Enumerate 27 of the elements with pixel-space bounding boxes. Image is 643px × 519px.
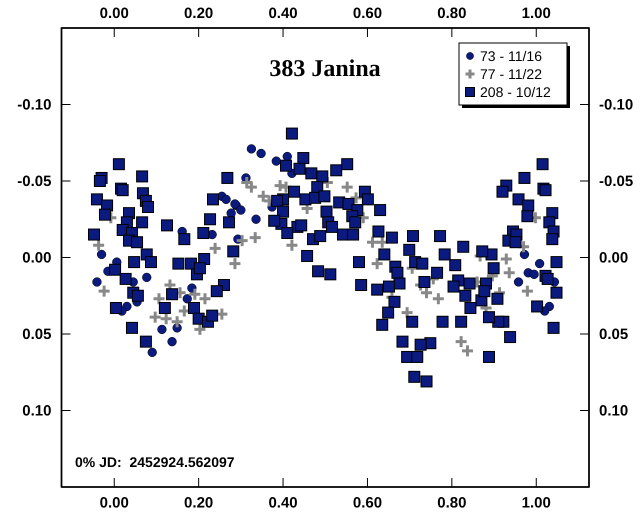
legend-label: 73 - 11/16 [480, 48, 542, 64]
x2-tick-label: 0.20 [184, 494, 214, 512]
x-tick-label: 0.80 [437, 5, 466, 22]
y2-tick-label: -0.10 [599, 96, 634, 114]
y-tick-label: 0.10 [22, 402, 52, 420]
y-tick-label: 0.00 [22, 249, 52, 266]
x-tick-label: 0.60 [352, 5, 382, 22]
y-tick-label: 0.05 [22, 326, 52, 343]
y2-tick-label: -0.05 [599, 172, 634, 190]
x2-tick-label: 1.00 [522, 494, 551, 512]
x-tick-label: 0.20 [184, 5, 214, 22]
text: 383 Janina [269, 56, 381, 82]
x-tick-label: 0.00 [100, 5, 129, 22]
x2-tick-label: 0.00 [100, 494, 129, 512]
legend-label: 77 - 11/22 [480, 66, 542, 82]
annotation: 0% JD: 2452924.562097 [75, 454, 235, 470]
y2-tick-label: 0.00 [599, 249, 628, 266]
x-tick-label: 0.40 [268, 5, 298, 22]
x2-tick-label: 0.40 [268, 494, 298, 512]
y-tick-label: -0.10 [17, 96, 52, 114]
x-tick-label: 1.00 [522, 5, 551, 22]
y-tick-label: -0.05 [17, 172, 52, 190]
y2-tick-label: 0.10 [599, 402, 628, 420]
legend-label: 208 - 10/12 [480, 84, 552, 100]
x2-tick-label: 0.80 [437, 494, 466, 512]
x2-tick-label: 0.60 [352, 494, 382, 512]
y2-tick-label: 0.05 [599, 326, 628, 343]
